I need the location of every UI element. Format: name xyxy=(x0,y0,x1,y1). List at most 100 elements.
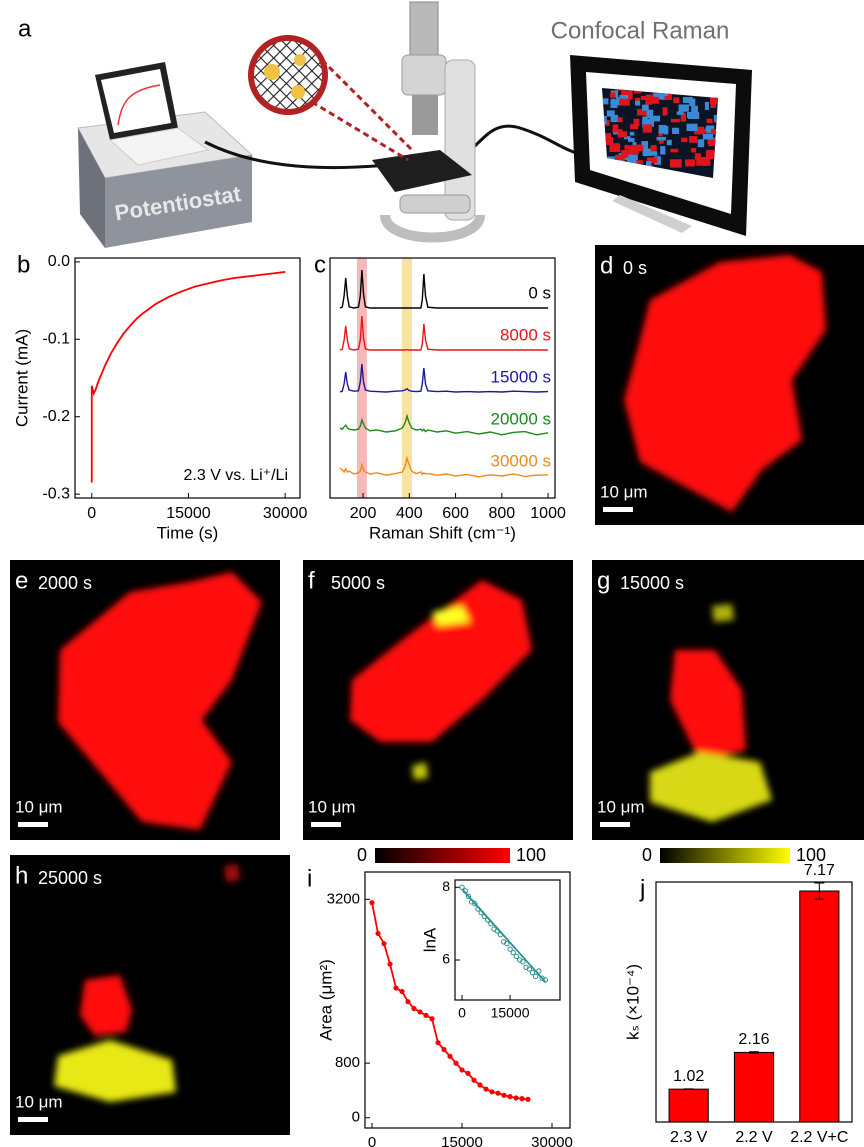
map-time: 2000 s xyxy=(38,573,92,593)
map-pixel xyxy=(660,146,665,154)
y-tick-label: 0.0 xyxy=(48,253,70,270)
colorbar xyxy=(375,848,510,863)
map-pixel xyxy=(613,124,619,129)
scale-bar xyxy=(600,822,630,827)
y-tick-label: -0.2 xyxy=(42,408,70,425)
panel-label: d xyxy=(600,252,613,279)
point xyxy=(435,1040,440,1045)
particle xyxy=(291,85,305,99)
scale-label: 10 μm xyxy=(15,1092,63,1111)
scale-label: 10 μm xyxy=(308,797,356,816)
point xyxy=(507,1094,512,1099)
scale-label: 10 μm xyxy=(597,797,645,816)
point xyxy=(399,989,404,994)
map-pixel xyxy=(663,107,668,115)
map-pixel xyxy=(687,112,699,118)
colorbar-min: 0 xyxy=(642,845,652,865)
colorbar xyxy=(660,848,790,863)
point xyxy=(525,1097,530,1102)
map-pixel xyxy=(635,101,640,106)
map-pixel xyxy=(624,145,629,150)
map-pixel xyxy=(609,143,620,152)
map-pixel xyxy=(610,92,615,97)
microscope-base xyxy=(400,195,470,213)
x-axis-label: Raman Shift (cm⁻¹) xyxy=(369,523,516,542)
y-tick-label: 3200 xyxy=(327,890,360,907)
legend-label: 0 s xyxy=(528,283,551,302)
x-tick-label: 0 xyxy=(87,505,96,522)
map-pixel xyxy=(671,119,680,123)
legend-label: 8000 s xyxy=(500,325,551,344)
map-pixel xyxy=(698,139,704,147)
point xyxy=(465,1071,470,1076)
x-tick-label: 30000 xyxy=(531,1134,573,1147)
point xyxy=(477,1082,482,1087)
legend-label: 20000 s xyxy=(491,409,552,428)
point xyxy=(453,1061,458,1066)
point xyxy=(489,1089,494,1094)
point xyxy=(441,1047,446,1052)
bar xyxy=(800,891,839,1122)
panel-label: c xyxy=(314,251,326,278)
y-axis-label: kₛ (×10⁻⁴) xyxy=(623,964,642,1040)
x-tick-label: 800 xyxy=(488,505,515,522)
map-pixel xyxy=(643,124,652,132)
microscope-objective xyxy=(412,95,438,135)
map-pixel xyxy=(689,136,697,143)
map-pixel xyxy=(629,155,638,160)
particle xyxy=(264,64,280,80)
y-tick-label: 800 xyxy=(335,1054,360,1071)
y-axis-label: Area (μm²) xyxy=(316,959,335,1041)
figure: a Confocal Raman Potentiostat d0 s10 μme… xyxy=(0,0,864,1147)
x-tick-label: 15000 xyxy=(441,1134,483,1147)
point xyxy=(501,1093,506,1098)
panel-label: g xyxy=(597,567,610,594)
x-tick-label: 400 xyxy=(396,505,423,522)
page: Figure {"panel_a": {"label": "a", "title… xyxy=(0,0,864,1147)
map-time: 15000 s xyxy=(620,573,684,593)
x-axis-label: Time (s) xyxy=(157,523,219,542)
line xyxy=(92,272,285,483)
map-panel: e2000 s10 μm xyxy=(10,560,280,840)
map-region xyxy=(224,864,240,882)
map-pixel xyxy=(618,131,627,137)
map-pixel xyxy=(691,148,696,152)
map-pixel xyxy=(611,99,615,106)
legend-label: 15000 s xyxy=(491,367,552,386)
scale-label: 10 μm xyxy=(600,482,648,501)
map-pixel xyxy=(641,96,650,100)
map-pixel xyxy=(631,145,636,148)
panel-label: b xyxy=(17,251,30,278)
map-pixel xyxy=(681,138,687,142)
map-pixel xyxy=(679,104,689,111)
point xyxy=(405,999,410,1004)
microscope-tube xyxy=(410,2,438,60)
highlight-band xyxy=(402,258,412,498)
map-pixel xyxy=(696,159,706,166)
y-tick-label: 0 xyxy=(352,1109,360,1126)
map-time: 0 s xyxy=(623,258,647,278)
particle xyxy=(294,54,306,66)
y-axis-label: lnA xyxy=(420,927,439,952)
plot-frame xyxy=(75,258,300,498)
map-pixel xyxy=(607,110,615,116)
point xyxy=(519,1096,524,1101)
map-pixel xyxy=(673,97,679,103)
y-axis-label: Current (mA) xyxy=(12,329,31,427)
point xyxy=(471,1078,476,1083)
x-tick-label: 15000 xyxy=(491,1005,530,1021)
x-tick-label: 1000 xyxy=(530,505,566,522)
map-pixel xyxy=(685,159,695,166)
maps: d0 s10 μme2000 s10 μmf5000 s10 μmg15000 … xyxy=(10,245,864,1135)
point xyxy=(513,1095,518,1100)
scale-bar xyxy=(311,822,341,827)
x-tick-label: 600 xyxy=(442,505,469,522)
map-pixel xyxy=(651,145,657,151)
panel-label: j xyxy=(639,875,645,902)
panel-label: i xyxy=(307,865,312,892)
map-pixel xyxy=(687,124,698,131)
error-bar xyxy=(684,1089,694,1090)
point xyxy=(429,1016,434,1021)
x-tick-label: 0 xyxy=(458,1005,466,1021)
colorbar-max: 100 xyxy=(516,845,546,865)
